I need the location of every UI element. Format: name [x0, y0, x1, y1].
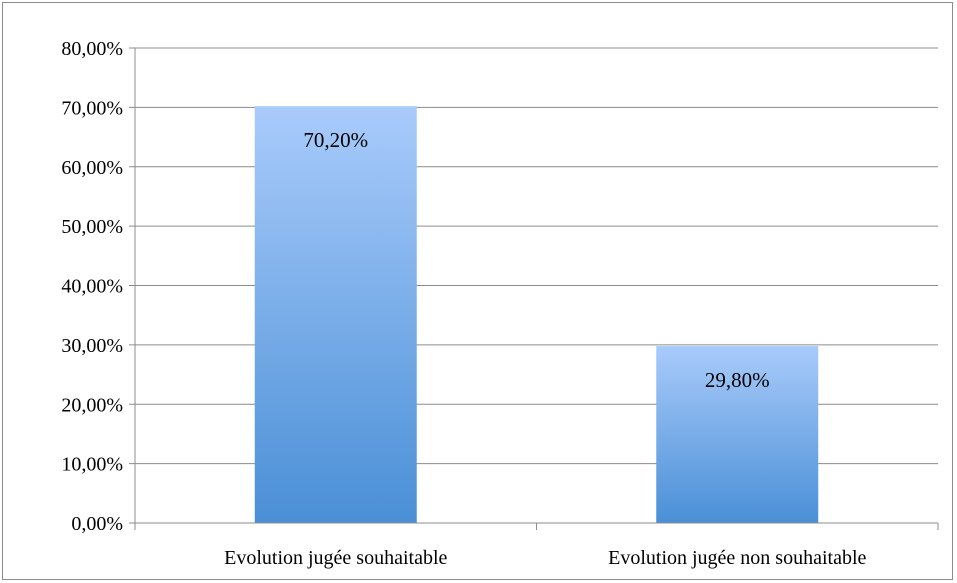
y-tick-label: 80,00%	[61, 38, 123, 60]
bars	[254, 106, 819, 523]
y-tick-label: 20,00%	[61, 394, 123, 416]
y-tick-label: 60,00%	[61, 157, 123, 179]
axes	[129, 47, 939, 530]
labels: 0,00% 10,00% 20,00% 30,00% 40,00% 50,00% 60,00…	[61, 38, 866, 569]
data-label: 29,80%	[705, 368, 770, 392]
y-tick-label: 70,00%	[61, 97, 123, 119]
y-tick-label: 10,00%	[61, 454, 123, 476]
x-category-label: Evolution jugée souhaitable	[224, 547, 447, 569]
y-tick-label: 30,00%	[61, 335, 123, 357]
y-tick-label: 50,00%	[61, 216, 123, 238]
data-label: 70,20%	[303, 128, 368, 152]
y-tick-label: 40,00%	[61, 276, 123, 298]
x-category-label: Evolution jugée non souhaitable	[608, 547, 866, 569]
y-tick-label: 0,00%	[71, 513, 123, 535]
bar	[656, 346, 819, 523]
bar	[254, 106, 417, 523]
